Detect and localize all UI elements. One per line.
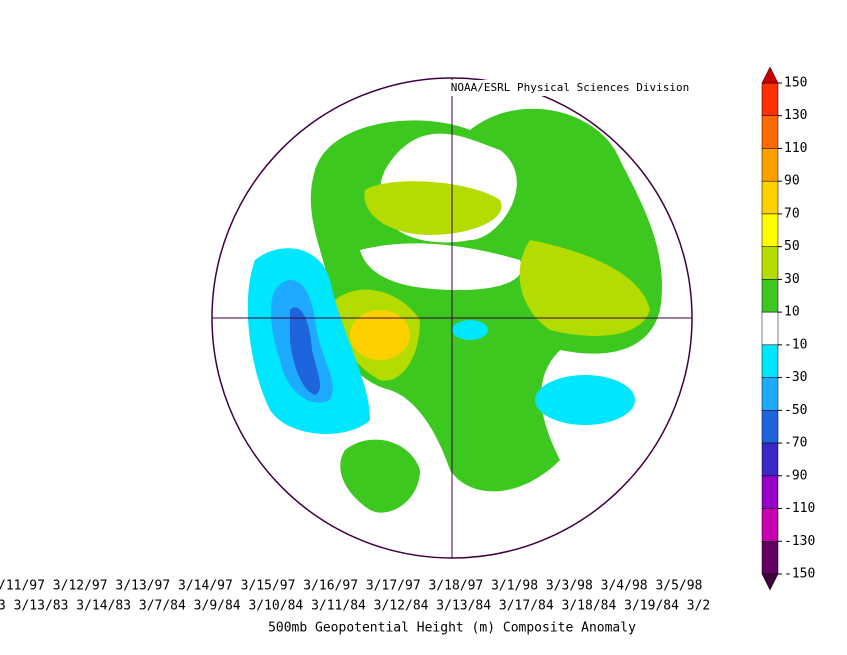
positive-region	[340, 439, 420, 513]
date-line: /11/97 3/12/97 3/13/97 3/14/97 3/15/97 3…	[0, 579, 702, 594]
negative-region	[452, 320, 488, 340]
colorbar-band	[761, 344, 779, 378]
caption: 500mb Geopotential Height (m) Composite …	[268, 621, 636, 636]
neutral-region	[360, 243, 522, 290]
colorbar-band	[761, 508, 779, 542]
negative-region	[535, 375, 635, 425]
colorbar-band	[761, 213, 779, 247]
colorbar-tick-label: -50	[784, 403, 807, 418]
colorbar-band	[761, 475, 779, 509]
anomaly-fields	[247, 108, 662, 513]
colorbar-tick-label: -130	[784, 534, 815, 549]
colorbar-under	[761, 573, 779, 591]
colorbar-band	[761, 279, 779, 313]
colorbar: 150 130 110 90 70 50 30 10 -10 -30 -50 -70 -90 -110 -1…	[761, 66, 815, 591]
colorbar-band	[761, 442, 779, 477]
colorbar-band	[761, 82, 779, 116]
colorbar-tick-label: 50	[784, 239, 800, 254]
colorbar-tick-label: 90	[784, 174, 800, 189]
positive-max	[350, 310, 410, 360]
header-box	[450, 80, 690, 96]
colorbar-band	[761, 311, 779, 346]
map-border	[211, 77, 693, 559]
colorbar-tick-label: -30	[784, 370, 807, 385]
colorbar-band	[761, 541, 779, 575]
colorbar-tick-label: 130	[784, 108, 807, 123]
colorbar-tick-label: 30	[784, 272, 800, 287]
colorbar-band	[761, 180, 779, 215]
colorbar-band	[761, 115, 779, 149]
colorbar-band	[761, 246, 779, 280]
colorbar-tick-label: -90	[784, 468, 807, 483]
map-disk	[211, 77, 693, 559]
colorbar-over	[761, 66, 779, 84]
colorbar-tick-label: -150	[784, 567, 815, 582]
colorbar-tick-label: 10	[784, 305, 800, 320]
colorbar-tick-label: -110	[784, 501, 815, 516]
date-line: 3 3/13/83 3/14/83 3/7/84 3/9/84 3/10/84 …	[0, 599, 710, 614]
positive-core	[519, 240, 650, 336]
colorbar-tick-label: -10	[784, 337, 807, 352]
colorbar-band	[761, 410, 779, 444]
positive-core	[364, 181, 502, 235]
colorbar-tick-label: 150	[784, 76, 807, 91]
negative-max	[290, 307, 321, 395]
colorbar-band	[761, 377, 779, 411]
header-title: NOAA/ESRL Physical Sciences Division	[451, 81, 689, 94]
colorbar-band	[761, 148, 779, 182]
colorbar-tick-label: 70	[784, 206, 800, 221]
colorbar-tick-label: 110	[784, 141, 807, 156]
colorbar-tick-label: -70	[784, 436, 807, 451]
